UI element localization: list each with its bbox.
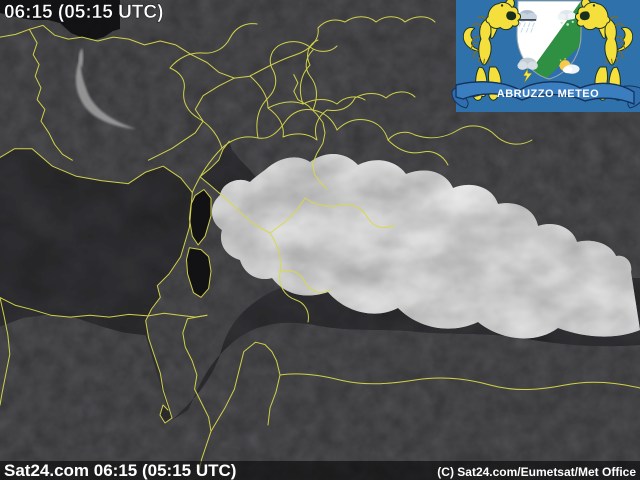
svg-text:ABRUZZO METEO: ABRUZZO METEO bbox=[497, 88, 599, 100]
svg-text:06:15 (05:15 UTC): 06:15 (05:15 UTC) bbox=[4, 2, 163, 23]
svg-text:Sat24.com 06:15 (05:15 UTC): Sat24.com 06:15 (05:15 UTC) bbox=[4, 461, 236, 480]
svg-text:(C) Sat24.com/Eumetsat/Met Off: (C) Sat24.com/Eumetsat/Met Office bbox=[437, 465, 636, 479]
